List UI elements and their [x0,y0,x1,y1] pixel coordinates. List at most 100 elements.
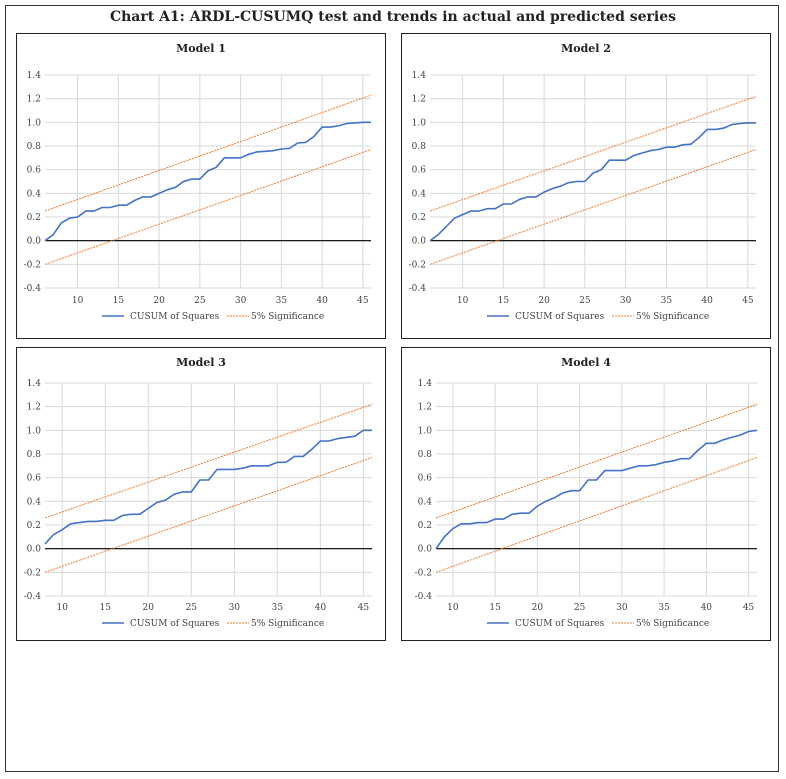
legend-label-cusum: CUSUM of Squares [515,619,605,629]
y-tick-label: 0.2 [27,213,41,223]
x-tick-label: 35 [661,296,673,306]
significance-upper-line [44,94,372,212]
y-tick-label: 1.4 [27,71,42,81]
chart-svg: -0.4 -0.2 0.0 0.2 0.4 0.6 0.8 1.0 1.2 1.4 10 15 20 25… [415,379,758,629]
y-tick-label: 1.2 [418,403,432,413]
significance-upper-line [435,403,758,519]
y-tick-label: 0.4 [27,497,42,507]
legend-label-significance: 5% Significance [251,619,324,629]
significance-lower-line [429,149,757,265]
legend-label-cusum: CUSUM of Squares [130,619,220,629]
y-tick-label: 1.4 [412,71,427,81]
panel-title: Model 1 [176,42,226,55]
y-tick-label: 0.8 [412,142,427,152]
y-tick-label: 0.6 [412,166,427,176]
y-tick-label: -0.4 [415,592,433,602]
x-tick-label: 15 [498,296,510,306]
y-tick-label: -0.2 [24,260,41,270]
x-tick-label: 10 [56,603,68,613]
x-tick-label: 45 [742,296,754,306]
x-tick-label: 10 [457,296,469,306]
significance-upper-line [429,95,757,212]
y-tick-label: 1.2 [27,403,41,413]
x-tick-label: 45 [358,603,370,613]
y-tick-label: 1.0 [412,118,427,128]
x-tick-label: 40 [701,296,713,306]
chart-panel-model-3: Model 3 -0.4 -0.2 0.0 0.2 0.4 0.6 0.8 1.0 1.2 1.4… [16,347,386,641]
cusum-of-squares-line [435,429,758,550]
chart-svg: -0.4 -0.2 0.0 0.2 0.4 0.6 0.8 1.0 1.2 1.4 10 15 20 25… [24,71,372,322]
significance-lower-line [44,457,373,573]
significance-lower-line [435,457,758,573]
cusum-of-squares-line [44,121,371,242]
y-tick-label: 0.6 [27,166,42,176]
y-tick-label: 1.0 [27,118,42,128]
x-tick-label: 10 [72,296,84,306]
x-tick-label: 25 [194,296,206,306]
cusum-of-squares-line [429,122,756,242]
y-tick-label: 0.8 [27,450,42,460]
x-tick-label: 10 [447,603,459,613]
y-tick-label: 0.2 [27,521,41,531]
x-tick-label: 25 [574,603,586,613]
significance-lower-line [44,149,372,265]
y-tick-label: -0.4 [409,284,427,294]
panel-title: Model 2 [561,42,611,55]
x-tick-label: 30 [229,603,241,613]
y-tick-label: -0.4 [24,284,42,294]
y-tick-label: 1.2 [412,95,426,105]
chart-panel-model-1: Model 1 -0.4 -0.2 0.0 0.2 0.4 0.6 0.8 1.0 1.2 1.4… [16,33,386,339]
x-tick-label: 20 [153,296,165,306]
legend-label-significance: 5% Significance [251,312,324,322]
legend-label-significance: 5% Significance [636,312,709,322]
y-tick-label: 1.0 [418,426,433,436]
y-tick-label: 0.2 [412,213,426,223]
y-tick-label: 0.2 [418,521,432,531]
chart-svg: -0.4 -0.2 0.0 0.2 0.4 0.6 0.8 1.0 1.2 1.4 10 15 20 25… [409,71,757,322]
cusum-of-squares-line [44,429,372,545]
x-tick-label: 45 [743,603,755,613]
y-tick-label: 0.8 [27,142,42,152]
x-tick-label: 30 [616,603,628,613]
chart-panel-model-4: Model 4 -0.4 -0.2 0.0 0.2 0.4 0.6 0.8 1.0 1.2 1.4… [401,347,771,641]
x-tick-label: 35 [658,603,670,613]
y-tick-label: 0.0 [418,545,433,555]
legend-label-cusum: CUSUM of Squares [515,312,605,322]
y-tick-label: 1.4 [418,379,433,389]
y-tick-label: 0.0 [27,545,42,555]
x-tick-label: 25 [186,603,198,613]
y-tick-label: -0.2 [24,568,41,578]
y-tick-label: 0.4 [418,497,433,507]
legend-label-cusum: CUSUM of Squares [130,312,220,322]
legend-label-significance: 5% Significance [636,619,709,629]
y-tick-label: -0.2 [409,260,426,270]
y-tick-label: -0.2 [415,568,432,578]
panel-title: Model 3 [176,356,226,369]
y-tick-label: 1.2 [27,95,41,105]
x-tick-label: 20 [143,603,155,613]
y-tick-label: 0.4 [27,189,42,199]
chart-panel-model-2: Model 2 -0.4 -0.2 0.0 0.2 0.4 0.6 0.8 1.0 1.2 1.4… [401,33,771,339]
y-tick-label: 0.6 [418,474,433,484]
x-tick-label: 15 [113,296,125,306]
x-tick-label: 25 [579,296,591,306]
x-tick-label: 35 [276,296,288,306]
x-tick-label: 30 [235,296,247,306]
x-tick-label: 40 [316,296,328,306]
x-tick-label: 40 [315,603,327,613]
x-tick-label: 30 [620,296,632,306]
y-tick-label: 0.0 [27,237,42,247]
y-tick-label: 1.0 [27,426,42,436]
x-tick-label: 35 [272,603,284,613]
x-tick-label: 15 [100,603,112,613]
y-tick-label: 0.6 [27,474,42,484]
figure-title: Chart A1: ARDL-CUSUMQ test and trends in… [109,9,677,25]
x-tick-label: 20 [538,296,550,306]
x-tick-label: 45 [357,296,369,306]
y-tick-label: 0.8 [418,450,433,460]
chart-svg: -0.4 -0.2 0.0 0.2 0.4 0.6 0.8 1.0 1.2 1.4 10 15 20 25… [24,379,373,629]
y-tick-label: -0.4 [24,592,42,602]
y-tick-label: 1.4 [27,379,42,389]
y-tick-label: 0.0 [412,237,427,247]
figure-frame [5,5,779,772]
